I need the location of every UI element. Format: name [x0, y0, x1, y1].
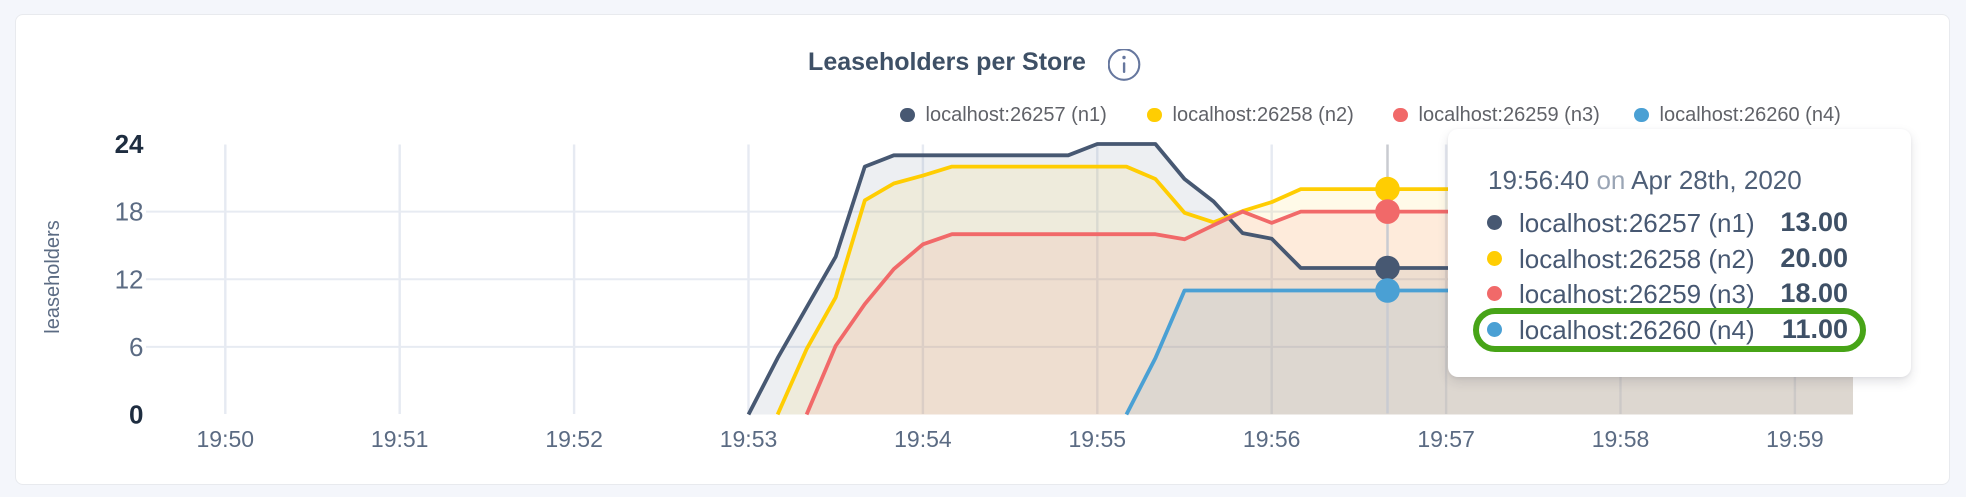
svg-text:18: 18: [115, 197, 144, 227]
svg-text:19:59: 19:59: [1766, 426, 1824, 452]
svg-text:0: 0: [129, 400, 143, 430]
svg-text:19:51: 19:51: [371, 426, 429, 452]
svg-text:19:57: 19:57: [1417, 426, 1475, 452]
svg-text:19:52: 19:52: [545, 426, 603, 452]
svg-text:leaseholders: leaseholders: [42, 220, 64, 333]
svg-text:24: 24: [115, 129, 144, 159]
svg-text:19:56: 19:56: [1243, 426, 1301, 452]
svg-text:19:55: 19:55: [1069, 426, 1127, 452]
svg-text:12: 12: [115, 264, 144, 294]
svg-text:19:53: 19:53: [720, 426, 778, 452]
svg-text:19:54: 19:54: [894, 426, 952, 452]
svg-text:19:58: 19:58: [1592, 426, 1650, 452]
svg-text:6: 6: [129, 332, 143, 362]
svg-text:19:50: 19:50: [197, 426, 255, 452]
